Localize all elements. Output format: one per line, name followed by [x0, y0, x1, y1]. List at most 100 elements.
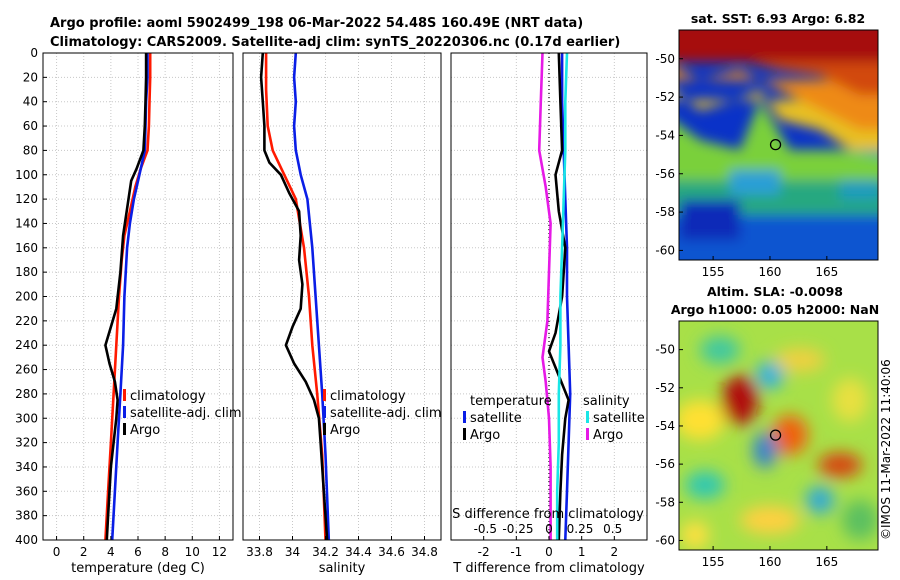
diff-top-tick-label-2: 0: [545, 522, 553, 536]
sst_map-xtick-label-1: 160: [759, 265, 782, 279]
depth-tick-label-13: 260: [15, 363, 38, 377]
sla_map-ytick-label-2: -54: [655, 419, 675, 433]
salinity-legend-label-1: satellite-adj. clim: [330, 406, 442, 421]
depth-tick-label-12: 240: [15, 338, 38, 352]
sst_map-ytick-label-2: -54: [655, 128, 675, 142]
temperature-panel: 0 2 4 6 8 10 12 temperature (deg C) 0 20 40 60 80 100…: [15, 46, 242, 576]
diff-legend-label-3: Argo: [593, 428, 623, 443]
temperature-xtick-label-0: 0: [53, 545, 61, 559]
copyright-credit: ©IMOS 11-Mar-2022 11:40:06: [879, 359, 893, 540]
diff-top-tick-label-3: 0.25: [567, 522, 594, 536]
diff-legend-label-0: satellite: [470, 411, 522, 426]
depth-tick-label-7: 140: [15, 216, 38, 230]
sst-map-axes: 155 160 165 -50 -52 -54 -56 -58 -60: [655, 52, 838, 279]
difference-xtick-label-0: -2: [478, 545, 490, 559]
depth-tick-label-9: 180: [15, 265, 38, 279]
temperature-legend-swatch-1: [123, 406, 126, 418]
diff-legend-swatch-0: [463, 411, 466, 423]
salinity-panel: 33.8 34 34.2 34.4 34.6 34.8 salinity climatolog…: [242, 52, 442, 576]
sla_map-ytick-label-3: -56: [655, 457, 675, 471]
temperature-legend-swatch-2: [123, 423, 126, 435]
sla-map-axes: 155 160 165 -50 -52 -54 -56 -58 -60: [655, 343, 838, 569]
salinity-legend-swatch-0: [323, 389, 326, 401]
depth-tick-label-18: 360: [15, 484, 38, 498]
depth-tick-label-16: 320: [15, 436, 38, 450]
temperature-legend-label-2: Argo: [130, 423, 160, 438]
temperature-legend-label-0: climatology: [130, 389, 206, 404]
depth-tick-label-3: 60: [23, 119, 38, 133]
salinity-xtick-label-2: 34.2: [312, 545, 339, 559]
salinity-legend-swatch-1: [323, 406, 326, 418]
difference-xtick-label-1: -1: [510, 545, 522, 559]
difference-series-2: [555, 52, 569, 540]
salinity-frame: [242, 52, 442, 541]
diff-legend-label-2: satellite: [593, 411, 645, 426]
salinity-xtick-label-1: 34: [285, 545, 300, 559]
temperature-xtick-label-5: 10: [185, 545, 200, 559]
depth-tick-label-20: 400: [15, 533, 38, 547]
temperature-xtick-label-2: 4: [107, 545, 115, 559]
sst-heatmap: [679, 30, 878, 260]
sst_map-ytick-label-0: -50: [655, 52, 675, 66]
temperature-legend-label-1: satellite-adj. clim: [130, 406, 242, 421]
depth-tick-label-4: 80: [23, 143, 38, 157]
difference-xtick-label-2: 0: [545, 545, 553, 559]
sst-argo-position-marker: [769, 138, 782, 151]
sst_map-ytick-label-1: -52: [655, 90, 675, 104]
salinity-series-2: [259, 52, 329, 541]
sla_map-ytick-label-5: -60: [655, 533, 675, 547]
figure-title-line-1: Argo profile: aoml 5902499_198 06-Mar-20…: [50, 16, 583, 31]
depth-tick-label-15: 300: [15, 411, 38, 425]
salinity-xlabel: salinity: [319, 561, 366, 576]
difference-xlabel: T difference from climatology: [452, 561, 645, 576]
temperature-xlabel: temperature (deg C): [71, 561, 205, 576]
diff-top-axis-label: S difference from climatology: [452, 507, 644, 522]
sst_map-ytick-label-5: -60: [655, 243, 675, 257]
sla-map-title-line-1: Altim. SLA: -0.0098: [707, 284, 843, 299]
sst_map-ytick-label-3: -56: [655, 167, 675, 181]
depth-tick-label-17: 340: [15, 460, 38, 474]
diff-legend-temperature-title: temperature: [470, 394, 552, 409]
sla-map-frame: [678, 320, 879, 551]
difference-panel: -2 -1 0 1 2 T difference from climatology temp…: [450, 52, 648, 576]
sla_map-ytick-label-0: -50: [655, 343, 675, 357]
salinity-xtick-label-5: 34.8: [411, 545, 438, 559]
temperature-xtick-label-3: 6: [134, 545, 142, 559]
depth-tick-label-0: 0: [30, 46, 38, 60]
salinity-xtick-label-3: 34.4: [345, 545, 372, 559]
diff-legend-salinity-title: salinity: [583, 394, 630, 409]
diff-top-tick-label-0: -0.5: [474, 522, 497, 536]
sla_map-xtick-label-0: 155: [702, 555, 725, 569]
diff-legend-swatch-2: [586, 411, 589, 423]
difference-xtick-label-3: 1: [578, 545, 586, 559]
sst_map-xtick-label-2: 165: [815, 265, 838, 279]
salinity-legend-label-2: Argo: [330, 423, 360, 438]
salinity-xtick-label-0: 33.8: [246, 545, 273, 559]
sst_map-xtick-label-0: 155: [702, 265, 725, 279]
depth-tick-label-1: 20: [23, 70, 38, 84]
temperature-xtick-label-6: 12: [212, 545, 227, 559]
sla-heatmap: [679, 321, 878, 550]
difference-series-0: [560, 53, 572, 541]
salinity-legend-swatch-2: [323, 423, 326, 435]
depth-tick-label-14: 280: [15, 387, 38, 401]
sla_map-ytick-label-1: -52: [655, 381, 675, 395]
diff-legend-swatch-1: [463, 428, 466, 440]
sla_map-xtick-label-1: 160: [759, 555, 782, 569]
sla_map-ytick-label-4: -58: [655, 495, 675, 509]
sla_map-xtick-label-2: 165: [815, 555, 838, 569]
diff-top-tick-label-4: 0.5: [603, 522, 622, 536]
temperature-series-0: [104, 53, 152, 541]
difference-xtick-label-4: 2: [611, 545, 619, 559]
temperature-xtick-label-1: 2: [80, 545, 88, 559]
temperature-series-2: [104, 53, 148, 541]
diff-legend-label-1: Argo: [470, 428, 500, 443]
sla-map-title-line-2: Argo h1000: 0.05 h2000: NaN: [671, 302, 879, 317]
salinity-legend-label-0: climatology: [330, 389, 406, 404]
sla-argo-position-marker: [769, 429, 782, 441]
depth-tick-label-10: 200: [15, 290, 38, 304]
diff-top-tick-label-1: -0.25: [502, 522, 533, 536]
depth-tick-label-19: 380: [15, 509, 38, 523]
sst-map-title: sat. SST: 6.93 Argo: 6.82: [691, 11, 865, 26]
